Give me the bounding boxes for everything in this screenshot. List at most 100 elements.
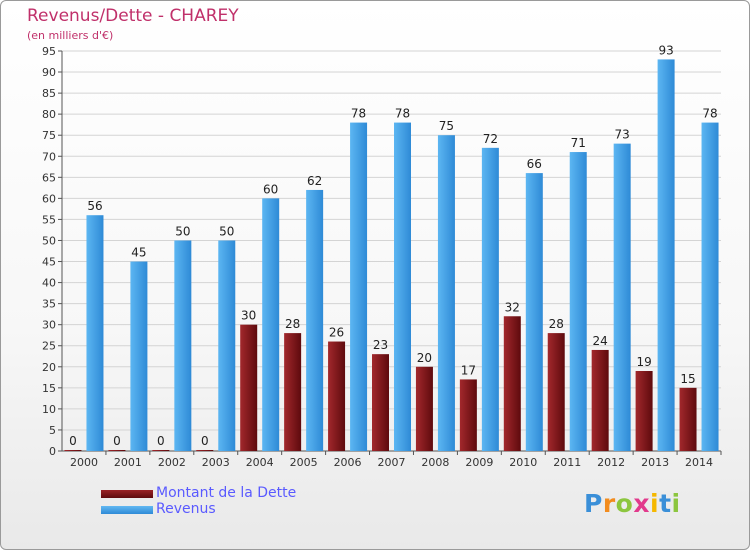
data-label-revenus: 78 [395,107,410,121]
data-label-revenus: 71 [571,136,586,150]
bar-revenus-2014 [701,122,719,451]
data-label-revenus: 78 [351,107,366,121]
bar-revenus-2007 [394,122,411,451]
bar-dette-2004 [240,324,258,451]
bar-dette-2010 [503,316,521,451]
data-label-dette: 0 [157,434,165,448]
bar-dette-2006 [328,341,346,451]
y-tick-label: 25 [42,340,56,353]
x-tick-label: 2003 [202,456,230,469]
y-tick-label: 20 [42,361,56,374]
y-tick-label: 50 [42,234,56,247]
bar-revenus-2001 [130,261,148,451]
x-tick-label: 2001 [114,456,142,469]
bar-revenus-2005 [306,189,324,451]
legend-swatch-dette [101,490,153,498]
bar-revenus-2002 [174,240,192,451]
bar-revenus-2010 [525,173,543,451]
chart-subtitle: (en milliers d'€) [27,29,114,42]
x-tick-label: 2013 [641,456,669,469]
bar-revenus-2004 [262,198,280,451]
data-label-dette: 17 [461,363,476,377]
data-label-revenus: 60 [263,182,278,196]
y-tick-label: 15 [42,382,56,395]
data-label-dette: 26 [329,326,344,340]
bar-dette-2009 [459,379,477,451]
x-tick-label: 2009 [465,456,493,469]
legend-swatch-revenus [101,506,153,514]
y-tick-label: 35 [42,298,56,311]
bar-revenus-2000 [86,215,104,451]
y-tick-label: 60 [42,192,56,205]
x-tick-label: 2012 [597,456,625,469]
data-label-dette: 28 [285,317,300,331]
data-label-revenus: 78 [702,107,717,121]
data-label-dette: 23 [373,338,388,352]
data-label-revenus: 45 [131,246,146,260]
data-label-dette: 0 [113,434,121,448]
x-tick-label: 2002 [158,456,186,469]
x-tick-label: 2014 [685,456,713,469]
x-tick-label: 2000 [70,456,98,469]
y-tick-label: 40 [42,277,56,290]
bar-dette-2008 [415,366,433,451]
bar-dette-2005 [284,333,302,451]
data-label-revenus: 72 [483,132,498,146]
logo-letter: x [633,489,650,518]
data-label-revenus: 75 [439,119,454,133]
data-label-dette: 19 [636,355,651,369]
x-tick-label: 2006 [334,456,362,469]
bar-dette-2001 [108,450,126,451]
logo-letter: i [650,489,660,518]
bar-revenus-2006 [350,122,368,451]
logo-letter: t [659,489,672,518]
bar-dette-2007 [372,354,389,451]
bar-dette-2003 [196,450,214,451]
data-label-revenus: 50 [175,224,190,238]
y-tick-label: 10 [42,403,56,416]
data-label-revenus: 66 [527,157,542,171]
chart-title: Revenus/Dette - CHAREY [27,6,239,26]
y-tick-label: 55 [42,213,56,226]
logo-letter: i [671,489,681,518]
x-tick-label: 2007 [378,456,406,469]
data-label-dette: 32 [505,300,520,314]
x-tick-label: 2004 [246,456,274,469]
y-tick-label: 0 [49,445,56,458]
data-label-dette: 15 [680,372,695,386]
data-label-revenus: 73 [615,128,630,142]
x-tick-label: 2005 [290,456,318,469]
data-label-dette: 0 [69,434,77,448]
y-tick-label: 30 [42,319,56,332]
logo-letter: r [602,489,616,518]
y-tick-label: 70 [42,150,56,163]
bar-dette-2014 [679,387,697,451]
bar-dette-2011 [547,333,565,451]
y-tick-label: 45 [42,256,56,269]
data-label-revenus: 56 [87,199,102,213]
bar-dette-2002 [152,450,170,451]
y-tick-label: 65 [42,171,56,184]
y-tick-label: 75 [42,129,56,142]
data-label-revenus: 62 [307,174,322,188]
bar-dette-2012 [591,349,609,451]
data-label-dette: 30 [241,309,256,323]
proxiti-logo: Proxiti [584,489,681,518]
x-tick-label: 2010 [509,456,537,469]
bar-revenus-2008 [437,135,455,452]
data-label-dette: 28 [549,317,564,331]
logo-letter: o [615,489,634,518]
data-label-dette: 20 [417,351,432,365]
data-label-dette: 0 [201,434,209,448]
bar-revenus-2012 [613,143,631,451]
logo-letter: P [584,489,603,518]
bar-dette-2000 [64,450,82,451]
x-tick-label: 2008 [421,456,449,469]
bar-revenus-2013 [657,59,675,451]
bar-revenus-2003 [218,240,236,451]
bar-revenus-2011 [569,152,587,452]
data-label-revenus: 93 [658,43,673,57]
data-label-dette: 24 [593,334,608,348]
